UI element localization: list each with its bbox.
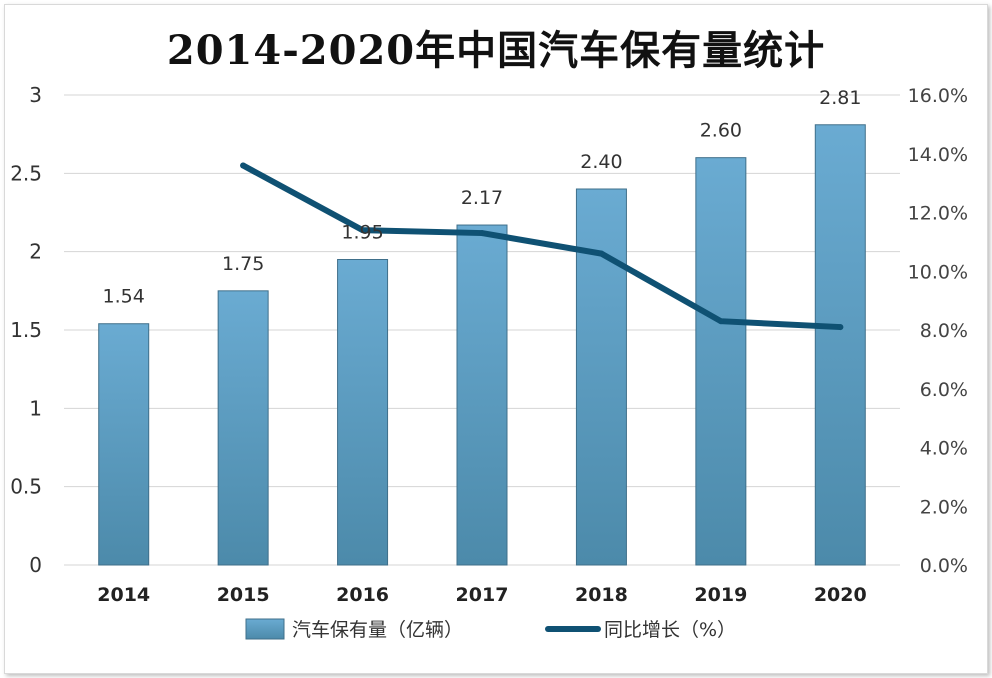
bar-data-label: 2.81 <box>819 87 861 109</box>
y-left-tick-label: 1.5 <box>10 318 42 342</box>
y-right-tick-label: 10.0% <box>908 261 968 283</box>
x-tick-label: 2017 <box>456 584 509 606</box>
y-left-tick-label: 1 <box>29 396 42 420</box>
y-right-tick-label: 6.0% <box>920 379 968 401</box>
x-tick-label: 2020 <box>814 584 867 606</box>
y-left-tick-label: 3 <box>29 83 42 107</box>
growth-line <box>240 162 844 331</box>
y-right-tick-label: 4.0% <box>920 438 968 460</box>
bar <box>217 290 269 566</box>
y-right-tick-label: 16.0% <box>908 85 968 107</box>
bar <box>98 323 150 566</box>
line-point <box>359 227 366 234</box>
bar-data-label: 2.40 <box>580 151 622 173</box>
bar-data-label: 1.54 <box>103 286 145 308</box>
axis-ticks: 0 0.5 1 1.5 2 2.5 3 0.0% 2.0% 4.0% 6.0% 8.0% 10.0% 12… <box>10 83 968 606</box>
legend-bar-label: 汽车保有量（亿辆） <box>292 619 463 641</box>
line-point <box>240 162 247 169</box>
line-point <box>479 230 485 237</box>
chart-title: 2014-2020年中国汽车保有量统计 <box>166 27 826 74</box>
bar <box>337 259 389 566</box>
bar-series <box>98 124 866 566</box>
legend: 汽车保有量（亿辆） 同比增长（%） <box>245 618 736 641</box>
y-left-tick-label: 0.5 <box>10 475 42 499</box>
bar-data-label: 1.75 <box>222 253 264 275</box>
line-series <box>240 162 844 331</box>
bar <box>695 157 747 566</box>
y-right-tick-label: 2.0% <box>920 496 968 518</box>
x-tick-label: 2019 <box>694 584 747 606</box>
bar <box>814 124 866 566</box>
x-tick-label: 2016 <box>336 584 389 606</box>
y-right-tick-label: 0.0% <box>920 555 968 577</box>
y-left-tick-label: 2 <box>29 240 42 264</box>
y-right-tick-label: 12.0% <box>908 203 968 225</box>
line-point <box>717 318 724 325</box>
bar-data-label: 1.95 <box>341 222 383 244</box>
x-tick-label: 2015 <box>217 584 270 606</box>
line-point <box>837 324 844 331</box>
data-labels: 1.54 1.75 1.95 2.17 2.40 2.60 2.81 <box>103 87 862 308</box>
legend-line-label: 同比增长（%） <box>604 619 736 641</box>
bar <box>456 224 508 566</box>
bar-data-label: 2.60 <box>700 120 742 142</box>
bar-data-label: 2.17 <box>461 187 503 209</box>
y-left-tick-label: 0 <box>29 553 42 577</box>
x-tick-label: 2014 <box>97 584 150 606</box>
y-left-tick-label: 2.5 <box>10 161 42 185</box>
y-right-tick-label: 8.0% <box>920 320 968 342</box>
y-right-tick-label: 14.0% <box>908 144 968 166</box>
bar <box>575 188 627 566</box>
line-point <box>598 250 605 257</box>
legend-bar-swatch <box>245 618 285 640</box>
x-tick-label: 2018 <box>575 584 628 606</box>
